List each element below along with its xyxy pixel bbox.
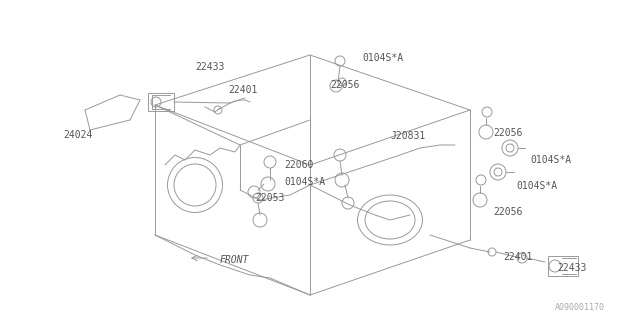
Text: 0104S*A: 0104S*A	[362, 53, 403, 63]
Text: 24024: 24024	[63, 130, 92, 140]
Text: 0104S*A: 0104S*A	[284, 177, 325, 187]
Text: 22056: 22056	[330, 80, 360, 90]
Text: 22401: 22401	[228, 85, 257, 95]
Text: 22433: 22433	[195, 62, 225, 72]
Circle shape	[506, 144, 514, 152]
Text: 22401: 22401	[503, 252, 532, 262]
Text: J20831: J20831	[390, 131, 425, 141]
Text: A090001170: A090001170	[555, 303, 605, 312]
Text: 22060: 22060	[284, 160, 314, 170]
Text: FRONT: FRONT	[220, 255, 250, 265]
Text: 0104S*A: 0104S*A	[516, 181, 557, 191]
Circle shape	[494, 168, 502, 176]
Text: 22056: 22056	[493, 128, 522, 138]
Text: 22053: 22053	[255, 193, 284, 203]
Text: 0104S*A: 0104S*A	[530, 155, 571, 165]
Text: 22056: 22056	[493, 207, 522, 217]
Text: 22433: 22433	[557, 263, 586, 273]
